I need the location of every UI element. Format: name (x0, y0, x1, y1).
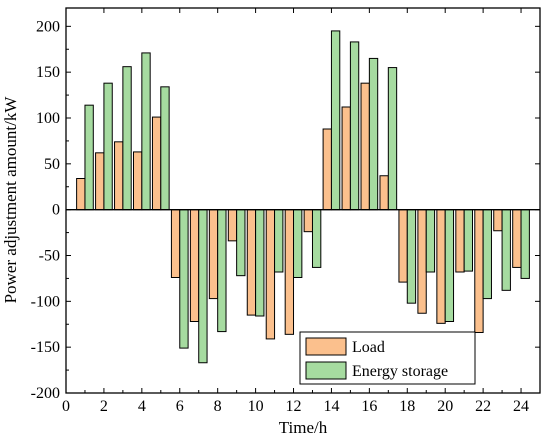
legend-label-load: Load (352, 339, 385, 356)
bar-energy-storage-18 (406, 209, 417, 304)
bar-energy-storage-13 (311, 209, 322, 268)
bar-load-16 (360, 82, 370, 211)
legend: Load Energy storage (299, 331, 476, 385)
bar-load-19 (417, 209, 427, 314)
y-tick-label-100: 100 (36, 110, 60, 127)
bar-load-7 (189, 209, 200, 322)
bar-load-11 (265, 209, 276, 340)
bar-energy-storage-16 (368, 57, 379, 211)
bar-load-20 (436, 209, 446, 324)
bar-energy-storage-11 (274, 209, 284, 273)
bar-energy-storage-24 (520, 209, 530, 279)
legend-swatch-load (305, 337, 347, 356)
bar-energy-storage-3 (122, 66, 132, 211)
bar-energy-storage-23 (501, 209, 511, 291)
x-tick-label-10: 10 (248, 398, 264, 415)
y-tick-label--150: -150 (31, 339, 60, 356)
y-tick-label-150: 150 (36, 64, 60, 81)
bar-energy-storage-21 (463, 209, 474, 272)
x-tick-label-24: 24 (513, 398, 529, 415)
bar-energy-storage-10 (255, 209, 265, 317)
bar-energy-storage-9 (236, 209, 246, 277)
x-tick-label-16: 16 (361, 398, 377, 415)
bar-load-13 (303, 209, 313, 233)
bar-energy-storage-22 (482, 209, 492, 300)
bar-load-23 (493, 209, 503, 232)
x-tick-label-8: 8 (214, 398, 222, 415)
bar-load-12 (284, 209, 295, 335)
bar-energy-storage-6 (179, 209, 189, 349)
bar-energy-storage-17 (387, 67, 398, 211)
bar-load-24 (512, 209, 522, 268)
bar-load-14 (322, 128, 332, 211)
bar-load-18 (398, 209, 408, 283)
bar-load-17 (379, 175, 389, 211)
bar-load-6 (170, 209, 181, 278)
y-tick-label--50: -50 (39, 248, 60, 265)
bar-load-10 (246, 209, 257, 316)
legend-swatch-energy-storage (305, 361, 347, 380)
bar-energy-storage-19 (425, 209, 436, 273)
bar-load-22 (474, 209, 484, 333)
bar-load-15 (341, 106, 351, 211)
bar-load-21 (455, 209, 465, 273)
bar-load-5 (151, 116, 162, 211)
bar-energy-storage-8 (217, 209, 227, 333)
x-tick-label-12: 12 (286, 398, 302, 415)
x-tick-label-18: 18 (399, 398, 415, 415)
legend-label-energy-storage: Energy storage (352, 363, 448, 380)
x-tick-label-0: 0 (62, 398, 70, 415)
y-tick-label-0: 0 (52, 202, 60, 219)
bar-energy-storage-2 (103, 82, 113, 211)
x-tick-label-20: 20 (437, 398, 453, 415)
bar-load-9 (227, 209, 238, 242)
x-tick-label-22: 22 (475, 398, 491, 415)
bar-load-8 (208, 209, 219, 300)
axis-ticks-layer: 0 2 4 6 8 10 12 14 16 18 20 22 24-200-150-100-500501… (31, 8, 540, 415)
x-tick-label-2: 2 (100, 398, 108, 415)
y-tick-label--200: -200 (31, 385, 60, 402)
bar-energy-storage-20 (444, 209, 455, 322)
bar-energy-storage-1 (84, 104, 94, 211)
y-tick-label--100: -100 (31, 293, 60, 310)
bar-load-2 (95, 152, 105, 211)
y-axis-label: Power adjustment amount/kW (1, 96, 20, 304)
bar-energy-storage-7 (198, 209, 208, 364)
bar-energy-storage-4 (141, 52, 151, 211)
x-axis-label: Time/h (279, 418, 328, 437)
plot-frame-layer (65, 7, 541, 394)
bar-energy-storage-14 (330, 30, 341, 211)
bar-energy-storage-12 (293, 209, 303, 278)
x-tick-label-6: 6 (176, 398, 184, 415)
x-tick-label-14: 14 (323, 398, 339, 415)
y-tick-label-200: 200 (36, 18, 60, 35)
y-tick-label-50: 50 (44, 156, 60, 173)
bar-energy-storage-5 (160, 86, 170, 211)
plot-frame (65, 7, 541, 394)
x-tick-label-4: 4 (138, 398, 146, 415)
bar-energy-storage-15 (349, 41, 360, 211)
bar-load-3 (114, 141, 124, 211)
bar-load-4 (133, 151, 143, 211)
bar-load-1 (76, 178, 86, 211)
